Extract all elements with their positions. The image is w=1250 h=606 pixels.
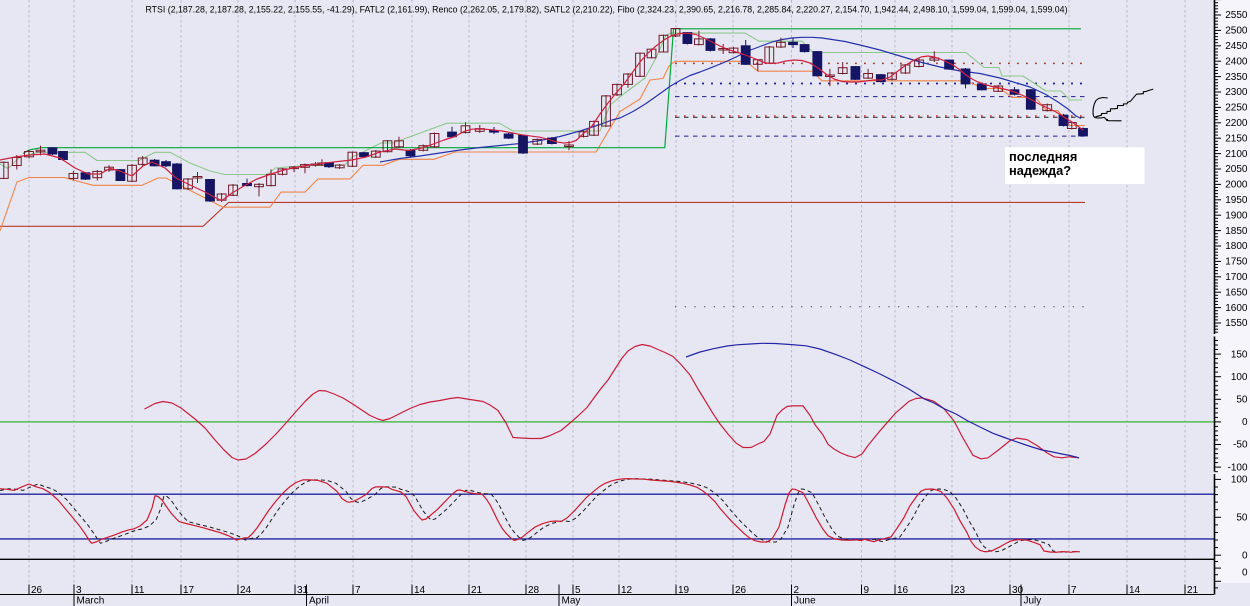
- svg-text:2150: 2150: [1225, 133, 1248, 144]
- svg-text:1550: 1550: [1225, 318, 1248, 329]
- svg-text:7: 7: [355, 585, 361, 596]
- svg-text:50: 50: [1236, 513, 1248, 524]
- svg-text:14: 14: [1129, 585, 1141, 596]
- svg-text:надежда?: надежда?: [1009, 163, 1071, 178]
- svg-text:2200: 2200: [1225, 118, 1248, 129]
- svg-text:2250: 2250: [1225, 103, 1248, 114]
- svg-text:2350: 2350: [1225, 72, 1248, 83]
- svg-text:1750: 1750: [1225, 257, 1248, 268]
- svg-text:1700: 1700: [1225, 272, 1248, 283]
- svg-text:30: 30: [1012, 585, 1024, 596]
- svg-text:RTSI (2,187.28, 2,187.28, 2,15: RTSI (2,187.28, 2,187.28, 2,155.22, 2,15…: [146, 4, 1068, 15]
- svg-text:12: 12: [621, 585, 633, 596]
- svg-text:2100: 2100: [1225, 149, 1248, 160]
- svg-text:17: 17: [183, 585, 195, 596]
- svg-text:June: June: [794, 596, 816, 606]
- svg-text:23: 23: [954, 585, 966, 596]
- svg-text:19: 19: [678, 585, 690, 596]
- svg-text:2: 2: [794, 585, 800, 596]
- svg-text:2500: 2500: [1225, 26, 1248, 37]
- svg-text:July: July: [1024, 596, 1042, 606]
- svg-text:2450: 2450: [1225, 41, 1248, 52]
- svg-text:50: 50: [1236, 395, 1248, 406]
- svg-text:April: April: [309, 596, 329, 606]
- svg-text:1600: 1600: [1225, 303, 1248, 314]
- svg-text:14: 14: [414, 585, 426, 596]
- svg-text:2050: 2050: [1225, 164, 1248, 175]
- svg-text:31: 31: [297, 585, 309, 596]
- svg-text:26: 26: [31, 585, 43, 596]
- svg-text:-50: -50: [1233, 440, 1248, 451]
- svg-text:11: 11: [134, 585, 145, 596]
- svg-text:-100: -100: [1227, 462, 1247, 473]
- svg-text:2400: 2400: [1225, 56, 1248, 67]
- svg-text:0: 0: [1242, 568, 1248, 579]
- svg-text:3: 3: [76, 585, 82, 596]
- svg-text:March: March: [77, 596, 105, 606]
- svg-text:9: 9: [864, 585, 870, 596]
- svg-text:2000: 2000: [1225, 180, 1248, 191]
- svg-text:26: 26: [735, 585, 747, 596]
- svg-text:May: May: [562, 596, 581, 606]
- svg-text:16: 16: [897, 585, 909, 596]
- svg-text:1850: 1850: [1225, 226, 1248, 237]
- svg-text:1900: 1900: [1225, 210, 1248, 221]
- svg-text:5: 5: [575, 585, 581, 596]
- svg-text:1950: 1950: [1225, 195, 1248, 206]
- svg-text:2300: 2300: [1225, 87, 1248, 98]
- svg-text:0: 0: [1242, 550, 1248, 561]
- svg-text:7: 7: [1071, 585, 1077, 596]
- svg-text:150: 150: [1231, 349, 1248, 360]
- svg-text:0: 0: [1242, 417, 1248, 428]
- svg-text:21: 21: [471, 585, 483, 596]
- svg-text:2550: 2550: [1225, 10, 1248, 21]
- svg-text:1800: 1800: [1225, 241, 1248, 252]
- svg-text:1650: 1650: [1225, 287, 1248, 298]
- svg-text:100: 100: [1231, 372, 1248, 383]
- svg-text:21: 21: [1187, 585, 1199, 596]
- svg-text:последняя: последняя: [1009, 149, 1077, 164]
- svg-text:28: 28: [528, 585, 540, 596]
- svg-text:24: 24: [240, 585, 252, 596]
- svg-text:100: 100: [1231, 475, 1248, 486]
